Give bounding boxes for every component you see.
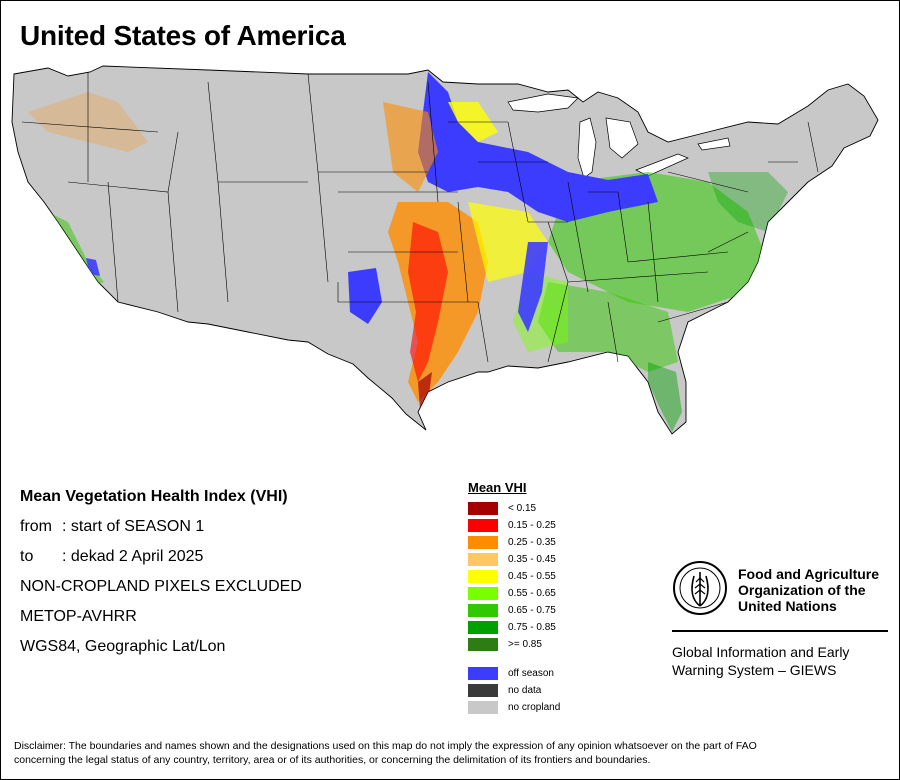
legend-class-row: < 0.15 <box>468 500 560 517</box>
legend-classes: < 0.15 0.15 - 0.25 0.25 - 0.35 0.35 - 0.45 0… <box>468 500 560 653</box>
fao-divider <box>672 630 888 632</box>
period-to: to : dekad 2 April 2025 <box>20 546 302 576</box>
state-borders <box>21 72 819 363</box>
legend-extra-swatch <box>468 684 498 697</box>
legend: Mean VHI < 0.15 0.15 - 0.25 0.25 - 0.35 0.3… <box>468 480 560 716</box>
legend-class-label: 0.75 - 0.85 <box>508 622 556 633</box>
legend-extra-label: no cropland <box>508 702 561 713</box>
legend-extra-label: no data <box>508 685 542 696</box>
to-value: : dekad 2 April 2025 <box>62 548 204 565</box>
legend-class-row: 0.25 - 0.35 <box>468 534 560 551</box>
legend-class-row: 0.35 - 0.45 <box>468 551 560 568</box>
legend-extra-row: no cropland <box>468 699 560 716</box>
zone-off-season-delta <box>518 242 548 332</box>
projection-note: WGS84, Geographic Lat/Lon <box>20 638 226 655</box>
fao-name: Food and Agriculture Organization of the… <box>738 566 898 614</box>
legend-class-swatch <box>468 502 498 515</box>
legend-class-row: 0.45 - 0.55 <box>468 568 560 585</box>
legend-extra-row: no data <box>468 682 560 699</box>
disclaimer-line1: Disclaimer: The boundaries and names sho… <box>14 740 757 752</box>
fao-name-line1: Food and Agriculture <box>738 566 880 582</box>
lake-superior <box>507 93 579 113</box>
legend-class-swatch <box>468 536 498 549</box>
lake-michigan <box>577 117 597 179</box>
legend-class-swatch <box>468 553 498 566</box>
giews-line1: Global Information and Early <box>672 644 850 660</box>
period-from: from : start of SEASON 1 <box>20 516 302 546</box>
to-label: to <box>20 548 34 565</box>
legend-extra-swatch <box>468 667 498 680</box>
mask-note: NON-CROPLAND PIXELS EXCLUDED <box>20 578 302 595</box>
legend-class-label: 0.45 - 0.55 <box>508 571 556 582</box>
fao-logo-icon <box>673 561 727 615</box>
legend-class-label: 0.25 - 0.35 <box>508 537 556 548</box>
legend-extra-swatch <box>468 701 498 714</box>
legend-class-label: 0.65 - 0.75 <box>508 605 556 616</box>
lake-ontario <box>697 137 731 151</box>
legend-class-swatch <box>468 587 498 600</box>
giews-line2: Warning System – GIEWS <box>672 662 837 678</box>
legend-extra-row: off season <box>468 665 560 682</box>
zone-off-season-sw <box>348 268 382 324</box>
fao-name-line2: Organization of the <box>738 582 866 598</box>
legend-extra-label: off season <box>508 668 554 679</box>
sensor-name: METOP-AVHRR <box>20 608 137 625</box>
lake-huron <box>605 117 639 159</box>
legend-class-row: 0.75 - 0.85 <box>468 619 560 636</box>
zone-vhi-orange-north <box>383 102 438 192</box>
legend-extra: off season no data no cropland <box>468 665 560 716</box>
legend-class-swatch <box>468 638 498 651</box>
legend-class-row: 0.55 - 0.65 <box>468 585 560 602</box>
zone-vhi-darkred-texas <box>418 372 432 410</box>
from-value: : start of SEASON 1 <box>62 518 205 535</box>
legend-class-label: 0.15 - 0.25 <box>508 520 556 531</box>
legend-class-label: 0.55 - 0.65 <box>508 588 556 599</box>
legend-class-label: < 0.15 <box>508 503 537 514</box>
map-title: United States of America <box>20 20 346 51</box>
legend-title: Mean VHI <box>468 480 527 495</box>
legend-class-swatch <box>468 570 498 583</box>
legend-class-row: 0.65 - 0.75 <box>468 602 560 619</box>
map-info: Mean Vegetation Health Index (VHI) from:… <box>20 486 302 666</box>
index-heading: Mean Vegetation Health Index (VHI) <box>20 488 288 505</box>
legend-class-swatch <box>468 604 498 617</box>
giews-name: Global Information and Early Warning Sys… <box>672 643 888 679</box>
fao-name-line3: United Nations <box>738 598 837 614</box>
zone-vhi-florida <box>648 362 682 432</box>
disclaimer: Disclaimer: The boundaries and names sho… <box>14 739 890 767</box>
zone-off-season-north <box>418 72 658 222</box>
legend-class-label: >= 0.85 <box>508 639 542 650</box>
legend-class-label: 0.35 - 0.45 <box>508 554 556 565</box>
vhi-map <box>11 65 879 435</box>
legend-class-row: >= 0.85 <box>468 636 560 653</box>
disclaimer-line2: concerning the legal status of any count… <box>14 754 651 766</box>
legend-class-swatch <box>468 519 498 532</box>
zone-vhi-green-southeast <box>538 282 678 372</box>
legend-class-swatch <box>468 621 498 634</box>
from-label: from <box>20 518 52 535</box>
legend-class-row: 0.15 - 0.25 <box>468 517 560 534</box>
